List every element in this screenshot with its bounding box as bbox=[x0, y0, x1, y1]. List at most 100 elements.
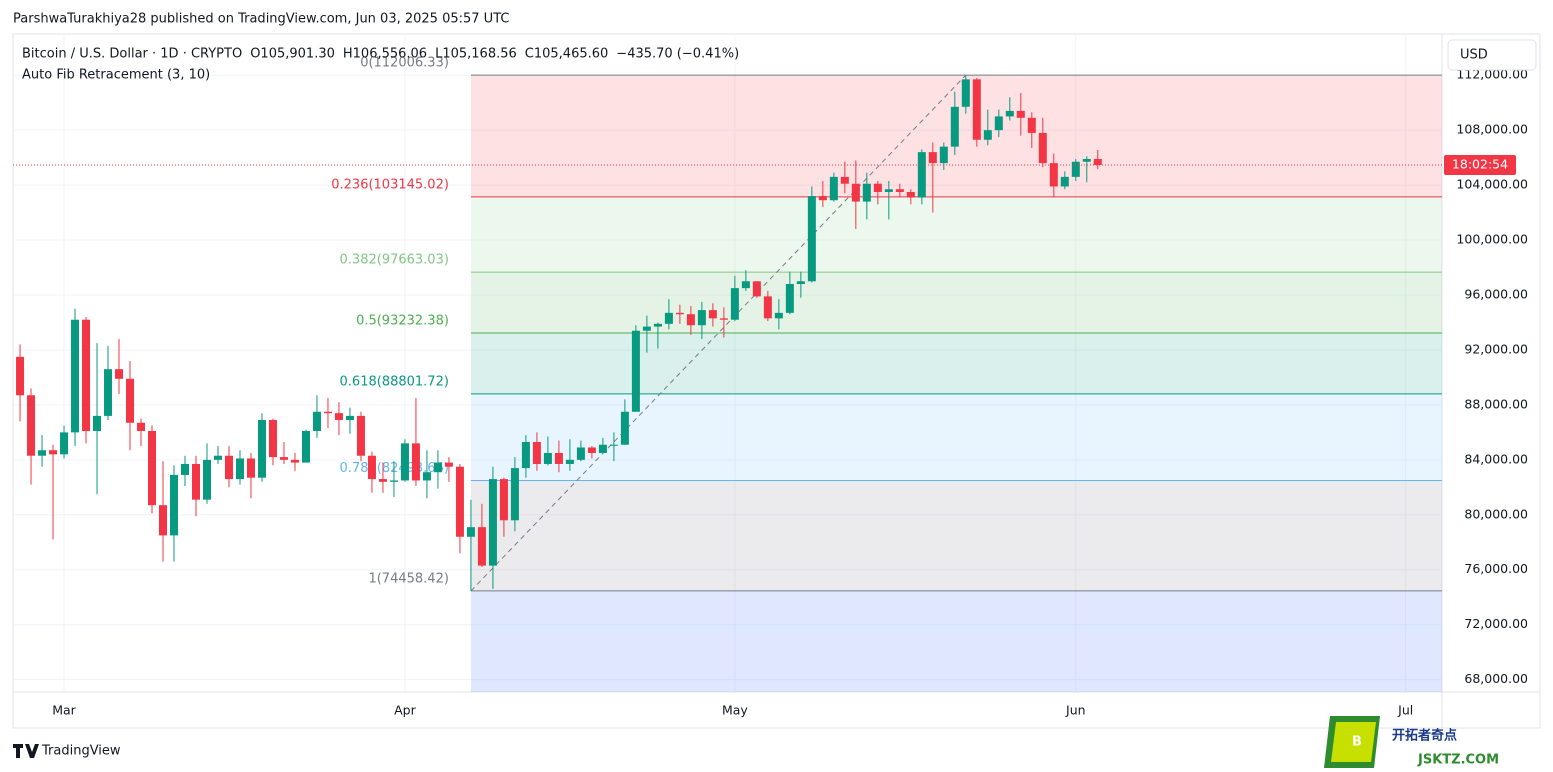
x-tick-label: Jun bbox=[1065, 703, 1086, 718]
candle-body bbox=[159, 505, 168, 536]
countdown-tag bbox=[1444, 154, 1516, 175]
y-tick-label: 108,000.00 bbox=[1456, 122, 1528, 137]
candle-body bbox=[455, 466, 464, 537]
currency[interactable]: USD bbox=[1460, 48, 1488, 63]
published-note: ParshwaTurakhiya28 published on TradingV… bbox=[13, 12, 509, 27]
candle-body bbox=[499, 479, 508, 521]
candle-body bbox=[543, 452, 552, 464]
candle-body bbox=[246, 458, 255, 478]
candle-body bbox=[257, 420, 266, 478]
x-tick-label: Jul bbox=[1397, 703, 1413, 718]
candle-body bbox=[840, 176, 849, 184]
candle-body bbox=[675, 312, 684, 315]
candle-body bbox=[71, 319, 80, 433]
candle-body bbox=[137, 422, 146, 431]
plot: 0(112006.33) 0.236(103145.02) 0.382(97663.… bbox=[13, 34, 1442, 692]
candle-body bbox=[565, 459, 574, 464]
candle-body bbox=[378, 479, 387, 482]
y-tick-label: 92,000.00 bbox=[1464, 341, 1528, 356]
candle-body bbox=[279, 457, 288, 460]
candle-body bbox=[93, 415, 102, 431]
candle-body bbox=[444, 462, 453, 467]
y-tick-label: 96,000.00 bbox=[1464, 287, 1528, 302]
ohlc-value: H106,556.06 bbox=[343, 47, 427, 62]
fib-label: 0.5(93232.38) bbox=[356, 314, 449, 329]
candle-body bbox=[510, 468, 519, 521]
candle-body bbox=[1049, 163, 1058, 187]
fib-label: 0(112006.33) bbox=[360, 56, 449, 71]
y-tick-label: 72,000.00 bbox=[1464, 616, 1528, 631]
candle-body bbox=[400, 443, 409, 481]
watermark-logo-inner bbox=[1331, 722, 1376, 762]
candle-body bbox=[664, 312, 673, 324]
fib-label: 0.618(88801.72) bbox=[340, 374, 449, 389]
candle-body bbox=[708, 310, 717, 319]
candle-body bbox=[389, 480, 398, 482]
fib-trend-line bbox=[470, 74, 967, 592]
candle-body bbox=[422, 472, 431, 481]
candle-body bbox=[411, 443, 420, 481]
candle-body bbox=[488, 479, 497, 566]
candle-body bbox=[1027, 117, 1036, 133]
fib-label: 0.236(103145.02) bbox=[331, 177, 449, 192]
candle-body bbox=[334, 413, 343, 421]
candle-body bbox=[16, 356, 25, 396]
candle-body bbox=[928, 152, 937, 164]
candle-body bbox=[554, 452, 563, 464]
candle-body bbox=[972, 79, 981, 140]
candle-body bbox=[895, 189, 904, 192]
candle-body bbox=[851, 183, 860, 202]
candle-body bbox=[180, 463, 189, 475]
candle-body bbox=[609, 444, 618, 446]
candle-body bbox=[741, 281, 750, 289]
candle-body bbox=[587, 447, 596, 453]
logo-mark bbox=[13, 744, 39, 758]
candle-body bbox=[950, 106, 959, 147]
ohlc-value: L105,168.56 bbox=[435, 47, 517, 62]
candle-body bbox=[170, 474, 179, 536]
change: −435.70 (−0.41%) bbox=[616, 47, 739, 62]
candle-body bbox=[862, 183, 871, 202]
candle-body bbox=[730, 288, 739, 320]
watermark-text: 开拓者奇点 bbox=[1392, 728, 1457, 744]
candle-body bbox=[785, 284, 794, 313]
candle-body bbox=[796, 281, 805, 285]
y-tick-label: 100,000.00 bbox=[1456, 232, 1528, 247]
candle-body bbox=[466, 527, 475, 537]
candle-body bbox=[1093, 158, 1102, 165]
candle-body bbox=[202, 459, 211, 500]
candle-body bbox=[82, 319, 91, 431]
candle-body bbox=[620, 411, 629, 445]
candle-body bbox=[917, 152, 926, 198]
candle-body bbox=[719, 318, 728, 320]
candle-body bbox=[994, 116, 1003, 131]
candle-body bbox=[191, 463, 200, 500]
candle-body bbox=[235, 458, 244, 480]
candle-body bbox=[268, 420, 277, 458]
countdown: 18:02:54 bbox=[1452, 156, 1508, 171]
candle-body bbox=[873, 183, 882, 192]
candle-body bbox=[642, 326, 651, 331]
candle-body bbox=[1060, 176, 1069, 187]
candle-body bbox=[1038, 132, 1047, 164]
watermark: B 开拓者奇点 JSKTZ.COM bbox=[1324, 716, 1499, 768]
watermark-url: JSKTZ.COM bbox=[1417, 753, 1499, 768]
candle-body bbox=[1016, 110, 1025, 118]
y-tick-label: 104,000.00 bbox=[1456, 177, 1528, 192]
candle-body bbox=[1071, 161, 1080, 177]
fib-zone bbox=[470, 272, 1442, 334]
candle-body bbox=[356, 415, 365, 456]
y-tick-label: 68,000.00 bbox=[1464, 671, 1528, 686]
currency-button[interactable] bbox=[1447, 39, 1537, 71]
fib-zone bbox=[470, 590, 1442, 692]
candle-body bbox=[323, 411, 332, 414]
x-tick-label: Mar bbox=[52, 703, 76, 718]
candle-body bbox=[939, 146, 948, 164]
candle-body bbox=[818, 196, 827, 201]
y-tick-label: 84,000.00 bbox=[1464, 451, 1528, 466]
candle-body bbox=[1005, 110, 1014, 117]
candle-body bbox=[148, 430, 157, 506]
watermark-b: B bbox=[1352, 735, 1362, 750]
